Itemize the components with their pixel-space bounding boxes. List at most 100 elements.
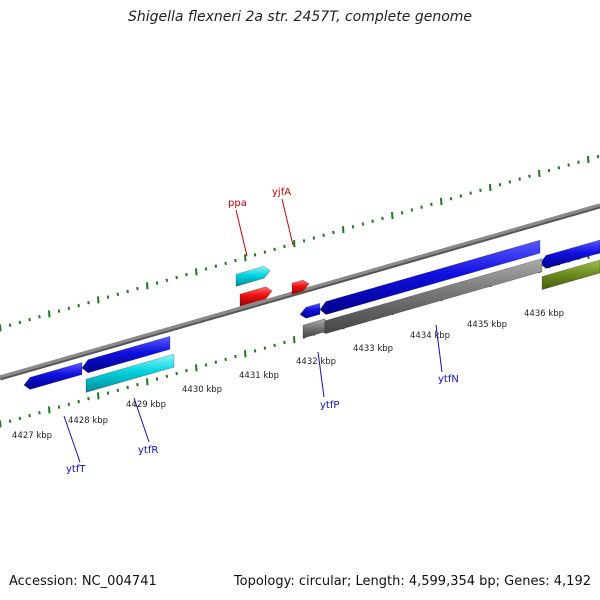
gene-leader-ppa: [235, 209, 248, 257]
upper-tick: [410, 208, 414, 212]
upper-tick: [528, 174, 531, 178]
upper-tick: [195, 268, 198, 276]
upper-tick: [508, 180, 512, 184]
gene-label-ytfR: ytfR: [138, 445, 158, 456]
upper-tick: [557, 166, 561, 170]
genome-summary-text: Topology: circular; Length: 4,599,354 bp…: [233, 574, 591, 589]
lower-tick: [175, 371, 178, 376]
lower-tick: [234, 354, 237, 359]
kbp-label: 4433 kbp: [353, 344, 393, 354]
upper-tick: [459, 194, 463, 198]
upper-tick-ring: [0, 154, 600, 332]
upper-tick: [106, 295, 110, 299]
lower-tick: [273, 343, 276, 347]
upper-tick: [361, 222, 365, 226]
upper-tick: [214, 264, 218, 268]
kbp-label: 4436 kbp: [524, 309, 564, 319]
gene-block-ytfT: [23, 362, 83, 390]
lower-tick: [263, 346, 267, 350]
gene-leader-ytfP: [317, 351, 325, 398]
gene-block-ytfP: [299, 302, 321, 319]
lower-tick: [57, 405, 61, 409]
upper-tick: [224, 261, 227, 266]
lower-tick: [77, 399, 80, 404]
upper-tick: [263, 250, 267, 254]
gene-block-ppa-2: [239, 286, 273, 307]
lower-tick: [165, 374, 169, 378]
upper-tick: [449, 197, 453, 201]
upper-tick: [312, 236, 316, 240]
upper-tick: [430, 202, 433, 207]
gene-block-gray-2: [324, 258, 543, 335]
upper-tick: [596, 154, 600, 159]
gene-block-ppa: [235, 265, 271, 287]
lower-tick: [8, 419, 12, 423]
upper-tick: [587, 155, 590, 163]
lower-tick: [116, 388, 120, 392]
upper-tick: [116, 292, 120, 296]
lower-tick: [204, 363, 208, 367]
lower-tick: [136, 382, 139, 387]
gene-block-yjfA: [291, 279, 310, 295]
upper-tick: [146, 282, 149, 290]
upper-tick: [185, 272, 188, 277]
lower-tick: [244, 350, 247, 358]
upper-tick: [234, 258, 237, 263]
upper-tick: [244, 254, 247, 262]
map-title: Shigella flexneri 2a str. 2457T, complet…: [127, 9, 473, 25]
gene-block-ytfR-1: [81, 335, 171, 374]
kbp-label: 4435 kbp: [467, 320, 507, 330]
upper-tick: [0, 324, 2, 332]
lower-tick: [48, 406, 51, 414]
kbp-label: 4427 kbp: [12, 431, 52, 441]
upper-tick: [322, 233, 325, 237]
gene-block-gray-1: [302, 318, 326, 339]
lower-tick: [253, 349, 257, 353]
upper-tick: [67, 306, 71, 310]
upper-tick: [38, 315, 41, 319]
lower-tick: [224, 357, 227, 362]
upper-tick: [332, 230, 335, 235]
gene-label-ytfP: ytfP: [320, 400, 339, 411]
upper-tick: [8, 323, 12, 327]
lower-tick: [283, 340, 286, 345]
upper-tick: [440, 197, 443, 206]
upper-tick: [283, 244, 286, 249]
upper-tick: [204, 267, 208, 271]
gene-label-leaders: [63, 198, 443, 463]
gene-leader-ytfT: [63, 415, 81, 463]
upper-tick: [391, 212, 394, 220]
gene-block-ytfN: [319, 239, 541, 315]
kbp-label: 4429 kbp: [126, 400, 166, 410]
gene-label-yjfA: yjfA: [272, 187, 291, 198]
lower-tick: [18, 416, 22, 421]
upper-tick: [371, 219, 374, 223]
kbp-scale-labels: 4427 kbp 4428 kbp 4429 kbp 4430 kbp 4431 kbp…: [12, 309, 564, 441]
upper-tick: [577, 160, 580, 164]
upper-tick: [155, 281, 159, 285]
lower-tick: [0, 420, 2, 428]
upper-tick: [18, 320, 22, 325]
kbp-label: 4430 kbp: [182, 385, 222, 395]
upper-tick: [273, 247, 276, 251]
gene-label-ytfN: ytfN: [438, 374, 459, 385]
upper-tick: [136, 286, 139, 291]
upper-tick: [165, 278, 169, 282]
upper-tick: [302, 239, 306, 243]
lower-tick: [185, 368, 188, 373]
upper-tick: [351, 225, 355, 229]
accession-text: Accession: NC_004741: [9, 574, 157, 589]
lower-tick: [293, 336, 296, 344]
upper-tick: [567, 163, 570, 167]
gene-leader-ytfN: [435, 324, 443, 373]
lower-tick: [106, 391, 110, 395]
upper-tick: [57, 309, 61, 313]
upper-tick: [489, 183, 492, 192]
upper-tick: [77, 303, 80, 308]
upper-tick: [538, 169, 541, 178]
gene-features: [23, 239, 600, 393]
lower-tick: [87, 397, 90, 401]
upper-tick: [87, 301, 90, 305]
lower-tick: [126, 385, 129, 390]
